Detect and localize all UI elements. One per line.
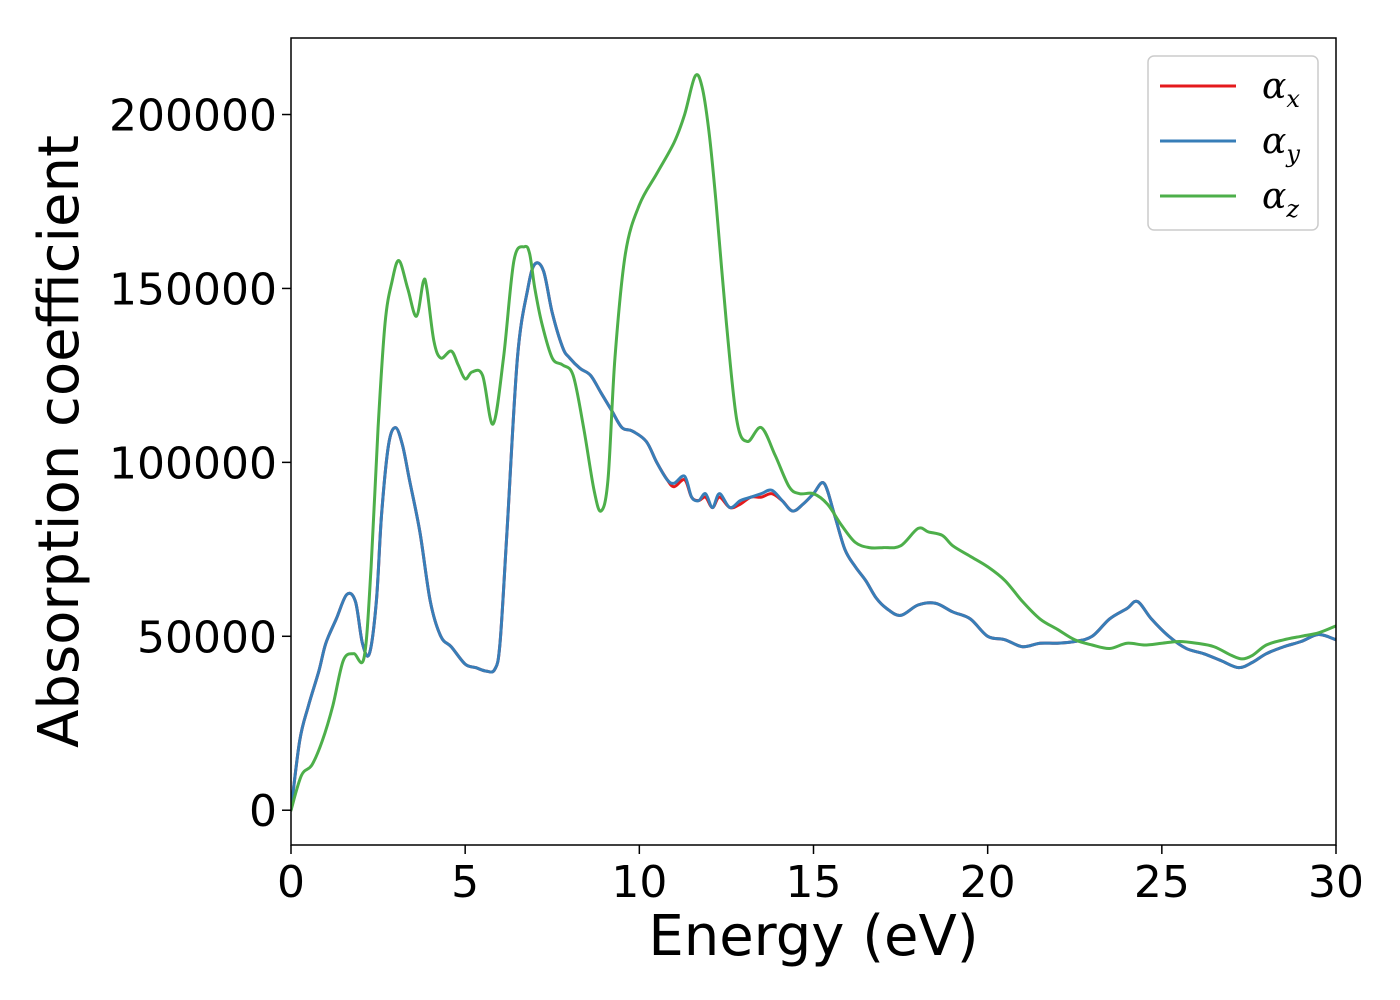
- series-line-alpha-y: [291, 261, 1336, 812]
- series-line-alpha-x: [291, 261, 1336, 812]
- x-tick-label: 5: [451, 857, 479, 908]
- x-tick-label: 25: [1134, 857, 1190, 908]
- y-tick-label: 100000: [109, 438, 277, 489]
- series-layer: [291, 73, 1336, 812]
- y-tick-label: 200000: [109, 91, 277, 142]
- x-tick-label: 10: [611, 857, 667, 908]
- y-axis-title: Absorption coefficient: [27, 135, 92, 748]
- y-tick-label: 0: [249, 786, 277, 837]
- y-tick-label: 150000: [109, 264, 277, 315]
- y-axis-ticks: 0 50000 100000 150000 200000: [109, 91, 291, 837]
- series-line-alpha-z: [291, 73, 1336, 812]
- legend-box: [1147, 55, 1319, 231]
- x-tick-label: 0: [277, 857, 305, 908]
- legend-label-alpha-x: αx: [1262, 66, 1300, 113]
- y-tick-label: 50000: [137, 612, 277, 663]
- x-tick-label: 20: [960, 857, 1016, 908]
- x-tick-label: 15: [786, 857, 842, 908]
- x-axis-title: Energy (eV): [648, 904, 978, 969]
- legend: αx αy αz: [1147, 55, 1319, 231]
- legend-label-alpha-z: αz: [1262, 176, 1299, 223]
- x-tick-label: 30: [1308, 857, 1364, 908]
- legend-label-alpha-y: αy: [1262, 121, 1300, 168]
- x-axis-ticks: 0 5 10 15 20 25 30: [277, 845, 1364, 908]
